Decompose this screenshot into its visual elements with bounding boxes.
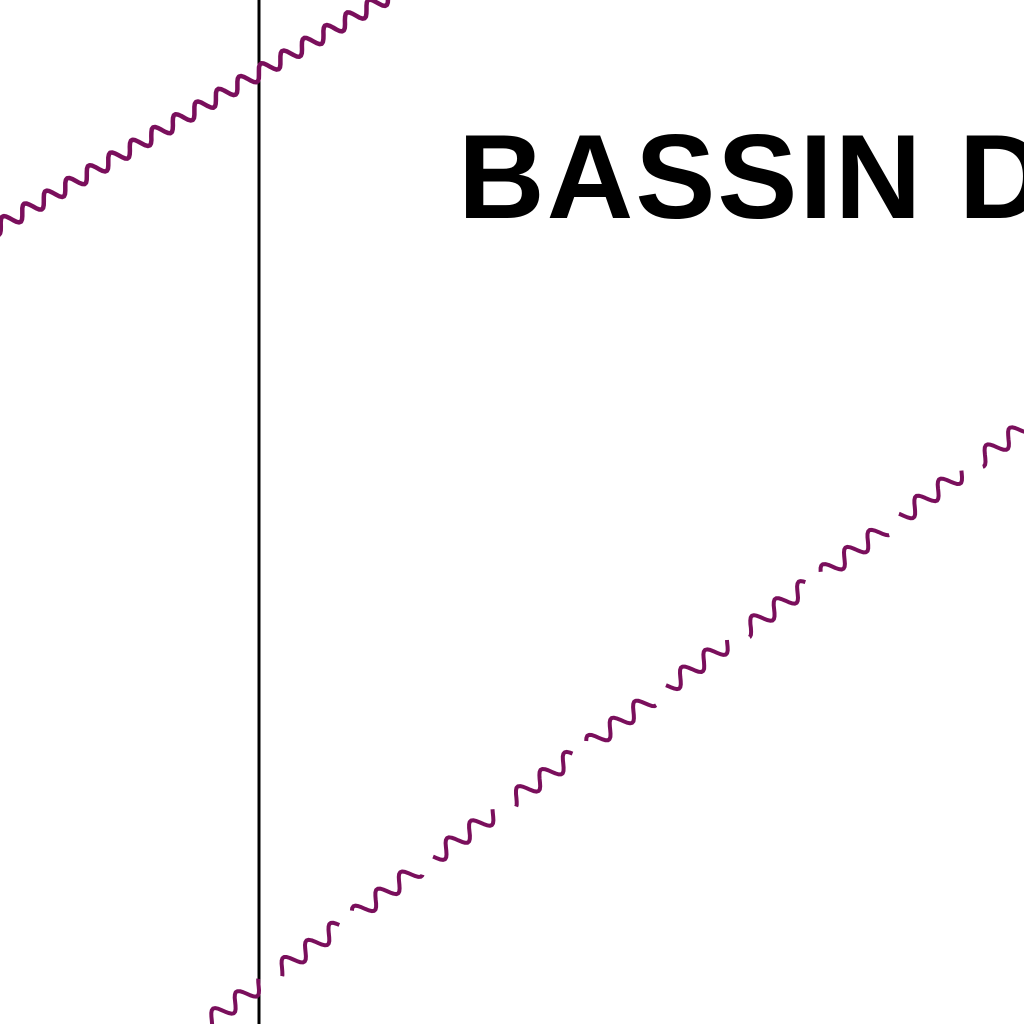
boundary-upper	[0, 0, 391, 237]
boundary-lower	[209, 425, 1024, 1024]
basin-label: BASSIN D	[458, 110, 1024, 244]
